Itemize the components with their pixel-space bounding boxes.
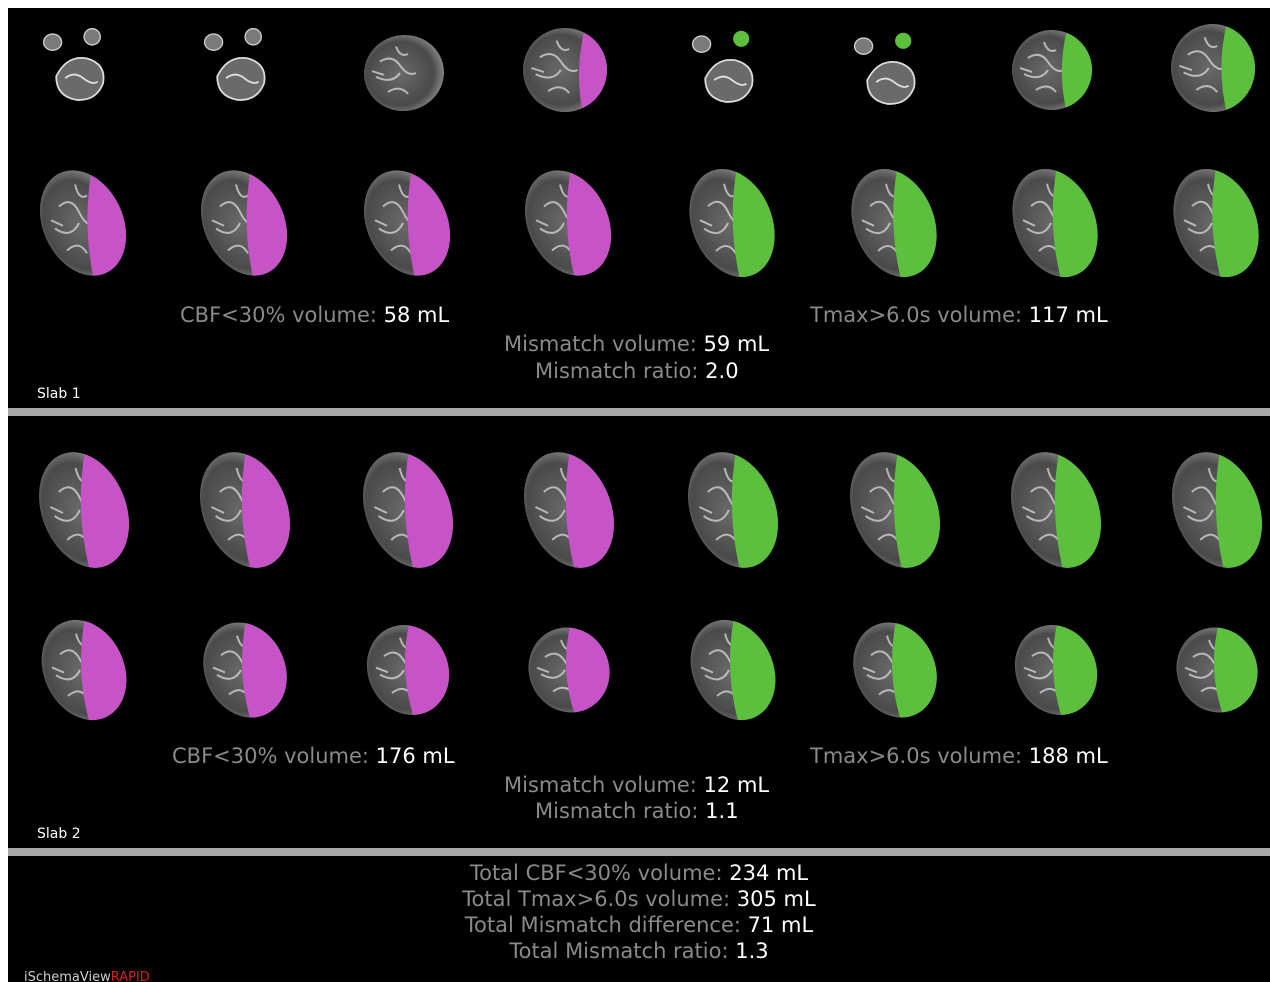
- slab-2-slice-8: [1172, 446, 1263, 574]
- slab-1-slice-1: [42, 27, 104, 101]
- total-tmax-value: 305 mL: [736, 887, 816, 911]
- slab-1-panel: CBF<30% volume: 58 mL Tmax>6.0s volume: …: [8, 8, 1270, 408]
- slab-1-slice-6: [853, 32, 915, 105]
- slab-2-slice-7: [1011, 446, 1102, 574]
- slab-1-label: Slab 1: [37, 386, 81, 402]
- slab-1-slice-4: [523, 28, 607, 112]
- slab-2-cbf-volume: CBF<30% volume: 176 mL: [172, 744, 455, 768]
- total-mismatch-difference-value: 71 mL: [747, 913, 814, 937]
- slab-1-slice-13: [689, 163, 776, 283]
- slab-2-slice-15: [1014, 620, 1100, 720]
- slab-2-slice-1: [39, 446, 130, 574]
- slab-1-slice-7: [1012, 26, 1096, 114]
- slab-1-mismatch-ratio: Mismatch ratio: 2.0: [535, 359, 739, 383]
- slab-1-tmax-volume: Tmax>6.0s volume: 117 mL: [810, 303, 1108, 327]
- slab-1-slice-12: [524, 164, 612, 282]
- slab-2-slice-6: [850, 446, 941, 574]
- slab-2-tmax-volume: Tmax>6.0s volume: 188 mL: [810, 744, 1108, 768]
- slab-1-slice-15: [1012, 163, 1099, 283]
- slab-2-mismatch-volume: Mismatch volume: 12 mL: [504, 773, 770, 797]
- slab-2-slice-16: [1176, 623, 1261, 717]
- slab-2-label: Slab 2: [37, 826, 81, 842]
- slab-1-slice-10: [200, 164, 288, 282]
- slab-1-slice-9: [39, 164, 127, 282]
- total-mismatch-ratio-value: 1.3: [735, 939, 769, 963]
- slab-1-slice-5: [691, 30, 753, 103]
- slab-2-mismatch-ratio: Mismatch ratio: 1.1: [535, 799, 739, 823]
- slab-2-slice-11: [366, 620, 452, 720]
- slab-2-cbf-value: 176 mL: [375, 744, 455, 768]
- slab-1-cbf-value: 58 mL: [383, 303, 450, 327]
- slab-1-slice-11: [363, 164, 451, 282]
- slab-2-mismatch-ratio-value: 1.1: [705, 799, 739, 823]
- slab-1-slice-16: [1173, 163, 1260, 283]
- slab-1-slice-2: [203, 27, 265, 101]
- total-tmax-volume: Total Tmax>6.0s volume: 305 mL: [462, 887, 816, 911]
- slab-1-tmax-value: 117 mL: [1028, 303, 1108, 327]
- slab-1-mismatch-volume-value: 59 mL: [703, 332, 770, 356]
- slab-1-slice-3: [364, 34, 444, 112]
- slab-2-slice-13: [690, 614, 777, 726]
- total-cbf-value: 234 mL: [729, 861, 809, 885]
- brand-logo: iSchemaViewRAPID: [24, 970, 150, 982]
- slab-separator-2: [8, 848, 1270, 856]
- slab-2-panel: CBF<30% volume: 176 mL Tmax>6.0s volume:…: [8, 418, 1270, 848]
- slab-1-slice-14: [851, 163, 938, 283]
- slab-1-slice-8: [1170, 20, 1259, 116]
- slab-2-slice-10: [203, 617, 289, 723]
- slab-2-tmax-value: 188 mL: [1028, 744, 1108, 768]
- total-mismatch-ratio: Total Mismatch ratio: 1.3: [509, 939, 769, 963]
- slab-2-slice-5: [688, 446, 779, 574]
- slab-separator-1: [8, 408, 1270, 416]
- slab-2-slice-12: [528, 623, 613, 717]
- rapid-report-frame: CBF<30% volume: 58 mL Tmax>6.0s volume: …: [8, 8, 1270, 982]
- slab-1-cbf-volume: CBF<30% volume: 58 mL: [180, 303, 450, 327]
- slab-2-slice-4: [524, 446, 615, 574]
- total-mismatch-difference: Total Mismatch difference: 71 mL: [464, 913, 814, 937]
- total-cbf-volume: Total CBF<30% volume: 234 mL: [469, 861, 809, 885]
- slab-1-mismatch-ratio-value: 2.0: [705, 359, 739, 383]
- slab-2-slice-2: [200, 446, 291, 574]
- slab-2-slice-9: [41, 614, 128, 726]
- slab-2-mismatch-volume-value: 12 mL: [703, 773, 770, 797]
- slab-2-slice-3: [363, 446, 454, 574]
- slab-1-mismatch-volume: Mismatch volume: 59 mL: [504, 332, 770, 356]
- slab-2-slice-14: [853, 617, 939, 723]
